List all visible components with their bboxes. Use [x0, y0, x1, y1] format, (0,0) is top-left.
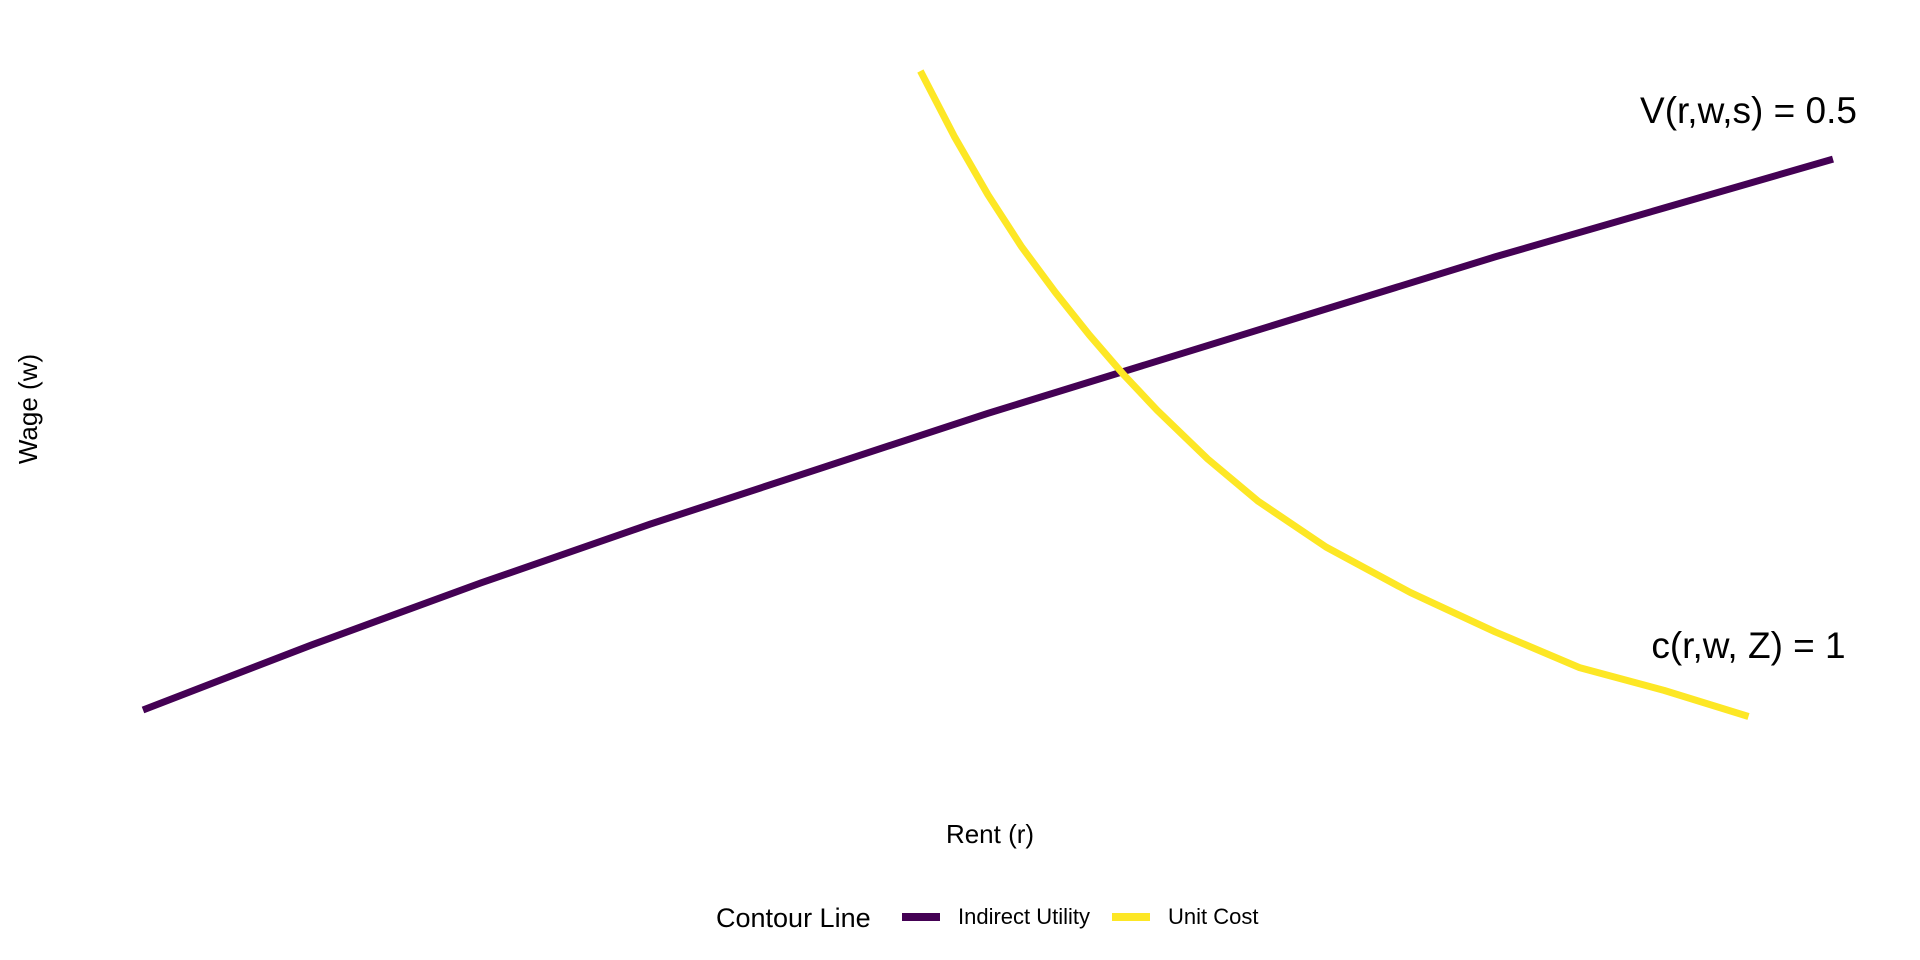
legend-label-indirect-utility: Indirect Utility — [958, 904, 1090, 929]
curve-label-0: V(r,w,s) = 0.5 — [1640, 90, 1857, 131]
series-line-unit-cost — [917, 69, 1750, 720]
legend: Contour Line Indirect Utility Unit Cost — [716, 903, 1258, 933]
y-axis-title: Wage (w) — [13, 354, 43, 464]
series-line-indirect-utility — [141, 155, 1834, 714]
x-axis-title: Rent (r) — [946, 819, 1034, 849]
legend-title: Contour Line — [716, 903, 871, 933]
curve-label-1: c(r,w, Z) = 1 — [1651, 625, 1845, 666]
curve-annotations: V(r,w,s) = 0.5 c(r,w, Z) = 1 — [1640, 90, 1857, 666]
plot-area — [141, 69, 1834, 720]
legend-label-unit-cost: Unit Cost — [1168, 904, 1258, 929]
